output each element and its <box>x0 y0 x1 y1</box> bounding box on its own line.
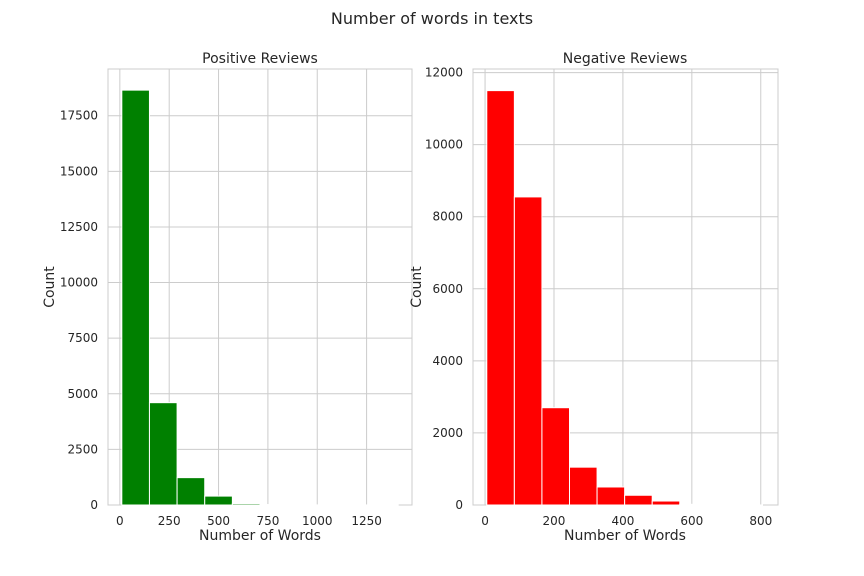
negative-histogram-bar <box>513 196 543 506</box>
negative-histogram-bar <box>624 494 653 506</box>
negative-chart-title: Negative Reviews <box>563 51 688 67</box>
negative-histogram-bar <box>568 466 598 506</box>
negative-x-axis-label: Number of Words <box>564 528 686 544</box>
negative-x-tick-labels: 0 200 400 600 800 <box>481 514 772 528</box>
negative-y-tick-label: 0 <box>455 498 463 512</box>
positive-reviews-chart: Positive Reviews 0 250 500 750 1000 1250 0 250… <box>42 51 413 544</box>
positive-y-axis-label: Count <box>42 266 58 308</box>
positive-x-tick-label: 500 <box>207 514 230 528</box>
positive-y-tick-label: 17500 <box>60 109 98 123</box>
negative-histogram-bar <box>651 500 681 506</box>
negative-y-tick-labels: 0 2000 4000 6000 8000 10000 12000 <box>425 66 463 512</box>
figure-title: Number of words in texts <box>331 9 533 28</box>
positive-y-tick-label: 5000 <box>67 387 98 401</box>
negative-histogram-bar <box>596 486 626 506</box>
negative-x-tick-label: 800 <box>749 514 772 528</box>
positive-y-tick-label: 10000 <box>60 276 98 290</box>
positive-y-tick-label: 2500 <box>67 442 98 456</box>
positive-y-tick-label: 15000 <box>60 164 98 178</box>
positive-histogram-bar <box>176 477 206 506</box>
negative-x-tick-label: 0 <box>481 514 489 528</box>
positive-histogram-bar <box>231 503 261 506</box>
positive-x-axis-label: Number of Words <box>199 528 321 544</box>
positive-x-tick-label: 750 <box>256 514 279 528</box>
positive-y-tick-label: 0 <box>90 498 98 512</box>
negative-y-tick-label: 10000 <box>425 138 463 152</box>
positive-chart-title: Positive Reviews <box>202 51 318 67</box>
negative-histogram-bar <box>486 90 515 506</box>
negative-y-tick-label: 12000 <box>425 66 463 80</box>
positive-x-tick-label: 1250 <box>351 514 382 528</box>
negative-histogram-bar <box>541 407 570 506</box>
positive-histogram-bars <box>121 89 399 506</box>
negative-y-tick-label: 6000 <box>432 282 463 296</box>
negative-y-axis-label: Count <box>409 266 425 308</box>
positive-x-tick-label: 0 <box>116 514 124 528</box>
positive-y-tick-label: 12500 <box>60 220 98 234</box>
negative-histogram-bars <box>486 90 763 506</box>
negative-x-tick-label: 200 <box>543 514 566 528</box>
negative-histogram-bar <box>679 503 708 506</box>
positive-y-tick-labels: 0 2500 5000 7500 10000 12500 15000 17500 <box>60 109 98 512</box>
positive-histogram-bar <box>121 89 150 506</box>
negative-y-tick-label: 4000 <box>432 354 463 368</box>
negative-reviews-chart: Negative Reviews 0 200 400 600 800 0 2000 4000… <box>409 51 779 544</box>
positive-x-tick-label: 250 <box>158 514 181 528</box>
positive-histogram-bar <box>148 402 178 506</box>
positive-histogram-bar <box>204 495 233 506</box>
negative-y-tick-label: 8000 <box>432 210 463 224</box>
positive-x-tick-label: 1000 <box>302 514 333 528</box>
positive-x-tick-labels: 0 250 500 750 1000 1250 <box>116 514 382 528</box>
negative-y-tick-label: 2000 <box>432 426 463 440</box>
positive-y-tick-label: 7500 <box>67 331 98 345</box>
negative-x-tick-label: 400 <box>611 514 634 528</box>
negative-x-tick-label: 600 <box>680 514 703 528</box>
